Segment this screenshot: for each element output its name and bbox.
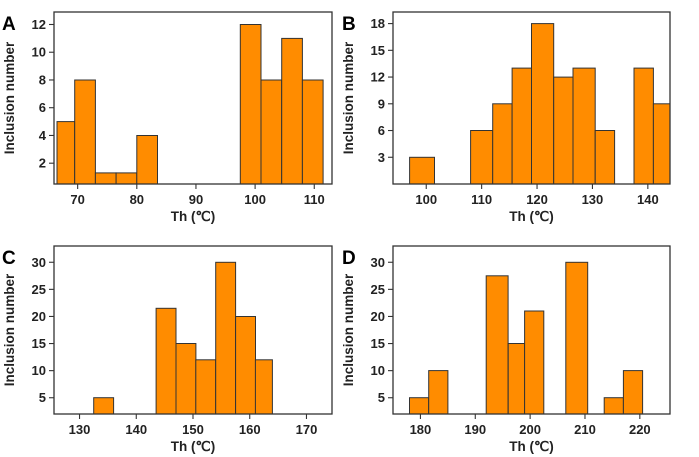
bar-b-2 [492, 103, 513, 185]
y-tick-label-c-1: 10 [32, 363, 46, 378]
bar-b-4 [531, 23, 555, 185]
x-tick-label-b-3: 130 [582, 192, 604, 207]
bar-d-2 [485, 275, 509, 415]
x-tick-label-b-2: 120 [526, 192, 548, 207]
plot-frame-d [392, 245, 671, 415]
y-axis-title-d: Inclusion number [341, 273, 356, 386]
x-axis-title-b: Th (℃) [509, 209, 553, 224]
bar-b-1 [470, 130, 494, 185]
x-tick-label-d-0: 180 [410, 422, 432, 437]
bar-d-0 [409, 397, 430, 415]
x-tick-label-c-4: 170 [296, 422, 318, 437]
y-tick-label-b-1: 6 [378, 123, 385, 138]
bar-d-7 [622, 370, 644, 415]
x-axis-title-c: Th (℃) [171, 439, 215, 454]
chart-panel-a: 70 80 90 100 110 2 4 6 8 10 12 Th (℃) Inclusion numb… [2, 11, 333, 224]
x-tick-label-d-4: 220 [629, 422, 651, 437]
bar-b-0 [409, 156, 436, 185]
plot-frame-a [53, 11, 333, 185]
y-axis-title-b: Inclusion number [341, 41, 356, 154]
bar-a-4 [136, 135, 159, 185]
bar-a-0 [56, 121, 76, 185]
y-tick-label-d-5: 30 [371, 255, 385, 270]
chart-panel-b: 100 110 120 130 140 3 6 9 12 15 18 Th (℃) Inclusion … [341, 11, 671, 224]
plot-frame-b [392, 11, 671, 185]
bar-c-0 [93, 397, 115, 415]
y-tick-label-a-2: 6 [39, 100, 46, 115]
x-tick-label-a-1: 80 [130, 192, 144, 207]
y-tick-label-d-0: 5 [378, 390, 385, 405]
x-tick-label-d-3: 210 [574, 422, 596, 437]
y-tick-label-a-1: 4 [39, 128, 47, 143]
bar-a-5 [239, 24, 262, 185]
bar-c-3 [195, 359, 217, 415]
y-tick-label-c-2: 15 [32, 336, 46, 351]
bar-d-4 [524, 310, 545, 415]
bar-a-3 [115, 172, 138, 185]
bar-d-1 [428, 370, 449, 415]
y-tick-label-a-0: 2 [39, 156, 46, 171]
chart-panel-d: 180 190 200 210 220 5 10 15 20 25 30 Th (℃) Inclusio… [341, 245, 671, 454]
panel-label-a: A [2, 14, 16, 35]
x-tick-label-c-3: 160 [239, 422, 261, 437]
bar-c-2 [175, 343, 197, 415]
bar-c-1 [155, 307, 177, 415]
x-tick-label-b-4: 140 [637, 192, 659, 207]
y-axis-title-a: Inclusion number [2, 41, 17, 154]
bar-a-2 [94, 172, 117, 185]
chart-panel-c: 130 140 150 160 170 5 10 15 20 25 30 Th (℃) Inclusio… [2, 245, 333, 454]
bar-d-5 [565, 261, 589, 415]
panel-label-c: C [2, 248, 16, 269]
y-tick-label-c-3: 20 [32, 309, 46, 324]
y-tick-label-b-3: 12 [371, 70, 385, 85]
y-tick-label-a-3: 8 [39, 72, 46, 87]
x-tick-label-a-0: 70 [70, 192, 84, 207]
y-tick-label-d-2: 15 [371, 336, 385, 351]
y-axis-title-c: Inclusion number [2, 273, 17, 386]
x-tick-label-d-2: 200 [519, 422, 541, 437]
x-axis-title-a: Th (℃) [171, 209, 215, 224]
bar-a-8 [301, 79, 324, 185]
y-tick-label-b-5: 18 [371, 16, 385, 31]
y-tick-label-b-0: 3 [378, 150, 385, 165]
bar-a-1 [74, 79, 96, 185]
bar-b-7 [594, 130, 616, 185]
bar-c-5 [235, 316, 257, 415]
y-tick-label-b-2: 9 [378, 96, 385, 111]
y-tick-label-c-4: 25 [32, 282, 46, 297]
y-tick-label-d-3: 20 [371, 309, 385, 324]
bar-b-5 [553, 76, 574, 185]
x-tick-label-a-4: 110 [304, 192, 325, 207]
y-tick-label-b-4: 15 [371, 43, 385, 58]
y-tick-label-c-5: 30 [32, 255, 46, 270]
bar-b-8 [633, 67, 654, 185]
x-axis-title-d: Th (℃) [509, 439, 553, 454]
x-tick-label-d-1: 190 [464, 422, 486, 437]
bar-a-6 [260, 79, 283, 185]
x-tick-label-a-2: 90 [189, 192, 203, 207]
y-tick-label-a-5: 12 [32, 17, 46, 32]
x-tick-label-c-1: 140 [125, 422, 147, 437]
y-tick-label-d-4: 25 [371, 282, 385, 297]
y-tick-label-d-1: 10 [371, 363, 385, 378]
x-tick-label-c-0: 130 [69, 422, 91, 437]
x-tick-label-b-0: 100 [415, 192, 437, 207]
bar-c-4 [215, 261, 237, 415]
bar-a-7 [281, 37, 303, 185]
bar-c-6 [254, 359, 273, 415]
panel-label-d: D [342, 248, 356, 269]
x-tick-label-a-3: 100 [244, 192, 266, 207]
y-tick-label-c-0: 5 [39, 390, 46, 405]
bar-b-3 [511, 67, 532, 185]
y-tick-label-a-4: 10 [32, 45, 46, 60]
x-tick-label-c-2: 150 [182, 422, 204, 437]
bar-b-9 [652, 103, 671, 185]
bar-d-6 [603, 397, 624, 415]
panel-label-b: B [342, 14, 356, 35]
x-tick-label-b-1: 110 [471, 192, 492, 207]
bar-b-6 [572, 67, 596, 185]
bar-d-3 [507, 343, 526, 415]
